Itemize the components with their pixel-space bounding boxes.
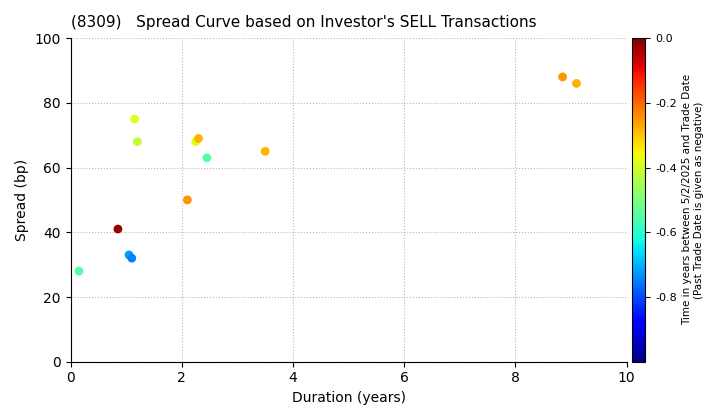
Point bbox=[190, 138, 202, 145]
Point bbox=[132, 138, 143, 145]
Y-axis label: Spread (bp): Spread (bp) bbox=[15, 159, 29, 241]
Point bbox=[126, 255, 138, 262]
Text: (8309)   Spread Curve based on Investor's SELL Transactions: (8309) Spread Curve based on Investor's … bbox=[71, 15, 536, 30]
Point bbox=[193, 135, 204, 142]
Point bbox=[129, 116, 140, 122]
Point bbox=[201, 155, 212, 161]
Y-axis label: Time in years between 5/2/2025 and Trade Date
(Past Trade Date is given as negat: Time in years between 5/2/2025 and Trade… bbox=[683, 74, 704, 326]
Point bbox=[112, 226, 124, 232]
X-axis label: Duration (years): Duration (years) bbox=[292, 391, 405, 405]
Point bbox=[73, 268, 85, 275]
Point bbox=[123, 252, 135, 258]
Point bbox=[259, 148, 271, 155]
Point bbox=[181, 197, 193, 203]
Point bbox=[571, 80, 582, 87]
Point bbox=[557, 74, 568, 80]
